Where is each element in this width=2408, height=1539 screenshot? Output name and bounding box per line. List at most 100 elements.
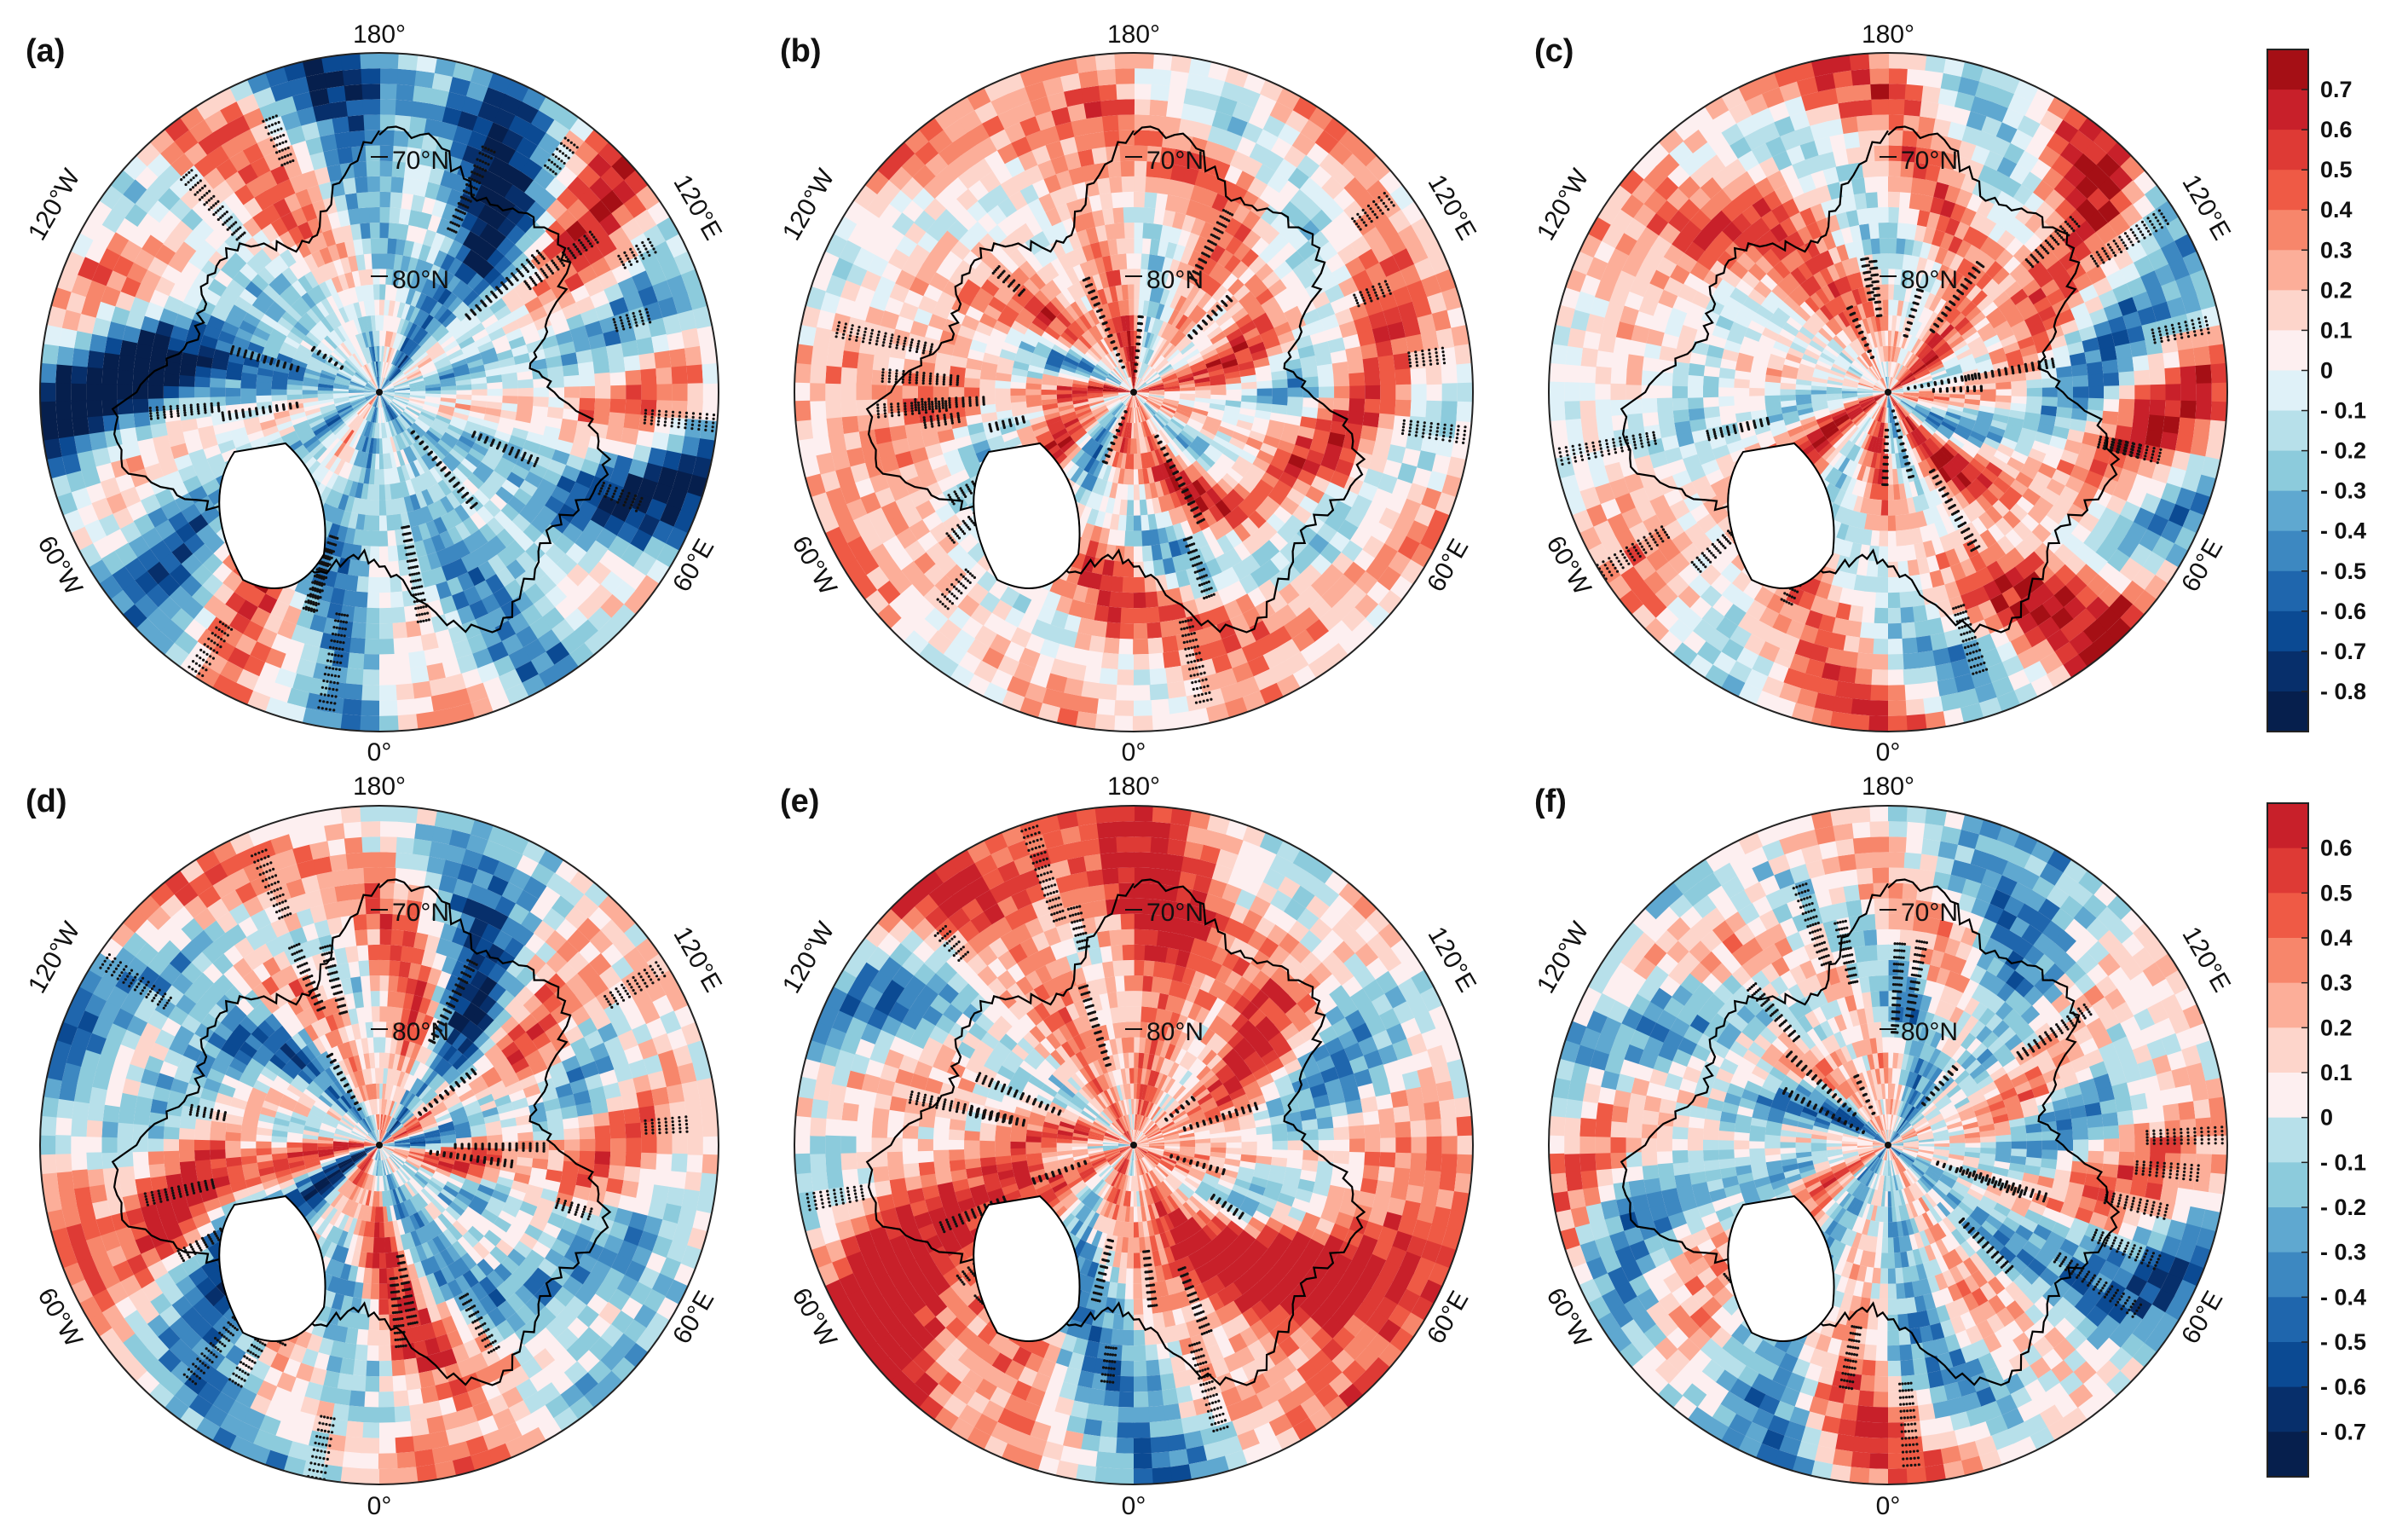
colorbar-tick-label: 0.5 [2320,157,2353,182]
colorbar-swatch [2267,290,2308,331]
map-border [39,52,719,732]
colorbar-swatch [2267,1117,2308,1163]
colorbar-top: 0.7 0.6 0.5 0.4 0.3 0.2 0.1 0 - 0.1 - 0.2 - 0.3 - 0… [2267,49,2366,732]
colorbar-swatch [2267,410,2308,452]
coastline [865,878,1366,1386]
coastline [111,125,612,634]
colorbar-tick-label: - 0.4 [2320,518,2366,544]
panel-label-c: (c) [1534,33,1574,69]
north-pole-marker [376,1142,383,1148]
lon-label-bottom-b: 0° [1122,738,1146,767]
lon-label-top-a: 180° [353,20,406,49]
colorbar-tick-label: - 0.6 [2320,599,2366,624]
colorbar-tick-label: 0.6 [2320,836,2353,861]
lat-label-70-d: 70°N [392,899,449,927]
lat-label-70-a: 70°N [392,147,449,175]
colorbar-tick-label: - 0.1 [2320,398,2366,424]
polar-map-a [39,52,719,732]
colorbar-swatch [2267,651,2308,692]
lon-label-upper-left-a: 120°W [23,164,86,245]
lat-label-70-f: 70°N [1901,899,1958,927]
coastline [111,878,612,1386]
colorbar-tick-label: 0.1 [2320,1060,2353,1085]
map-border [1548,805,2228,1485]
anomaly-field [40,53,719,732]
colorbar-swatch [2267,130,2308,171]
north-pole-marker [1885,389,1891,396]
colorbar-tick-label: - 0.3 [2320,478,2366,504]
panel-label-e: (e) [780,784,819,819]
panel-f: (f) 180° 0° 120°W 60°W 120°E 60°E 70°N 8… [1532,772,2236,1520]
colorbar-swatch [2267,848,2308,894]
colorbar-tick-label: - 0.3 [2320,1240,2366,1265]
colorbar-swatch [2267,370,2308,412]
colorbar-tick-label: 0.4 [2320,197,2353,223]
colorbar-swatch [2267,1207,2308,1253]
map-border [39,805,719,1485]
colorbar-swatch [2267,982,2308,1028]
colorbar-swatch [2267,490,2308,532]
panel-label-b: (b) [780,33,822,69]
lat-label-70-c: 70°N [1901,147,1958,175]
polar-map-f [1548,805,2228,1485]
lat-label-80-a: 80°N [392,266,449,294]
panel-a: (a) 180° 0° 120°W 60°W 120°E 60°E 70°N 8… [23,20,727,767]
polar-map-c [1548,52,2228,732]
colorbar-tick-label: 0.3 [2320,237,2353,263]
north-pole-marker [1885,1142,1891,1148]
lon-label-upper-left-b: 120°W [777,164,840,245]
colorbar-swatch [2267,1027,2308,1073]
colorbar-swatch [2267,1252,2308,1298]
lat-label-80-e: 80°N [1146,1018,1204,1046]
panel-c: (c) 180° 0° 120°W 60°W 120°E 60°E 70°N 8… [1532,20,2236,767]
colorbar-frame [2267,802,2309,1478]
colorbar-tick-label: - 0.7 [2320,1419,2366,1444]
colorbar-swatch [2267,938,2308,984]
north-pole-marker [1130,1142,1137,1148]
coastline [1620,125,2121,634]
colorbar-swatch [2267,1297,2308,1343]
colorbar-tick-label: - 0.4 [2320,1284,2366,1310]
lat-label-70-e: 70°N [1146,899,1204,927]
panel-label-a: (a) [26,33,65,69]
panel-b: (b) 180° 0° 120°W 60°W 120°E 60°E 70°N 8… [777,20,1481,767]
panel-label-f: (f) [1534,784,1567,819]
colorbar-tick-label: - 0.2 [2320,438,2366,464]
lat-label-80-c: 80°N [1901,266,1958,294]
colorbar-swatch [2267,450,2308,492]
colorbar-swatch [2267,893,2308,939]
colorbar-tick-label: 0.7 [2320,77,2353,102]
polar-map-d [39,805,719,1485]
colorbar-tick-label: - 0.5 [2320,558,2366,584]
map-border [1548,52,2228,732]
polar-map-b [794,52,1474,732]
polar-map-e [794,805,1474,1485]
lon-label-top-d: 180° [353,772,406,801]
colorbar-tick-label: 0.2 [2320,1015,2353,1040]
panel-label-d: (d) [26,784,67,819]
lon-label-upper-left-c: 120°W [1532,164,1595,245]
colorbar-swatch [2267,170,2308,211]
colorbar-swatch [2267,1073,2308,1119]
significance-stipple [806,824,1259,1432]
lon-label-bottom-f: 0° [1876,1492,1901,1520]
colorbar-tick-label: 0.2 [2320,277,2353,303]
colorbar-swatch [2267,1386,2308,1432]
lon-label-top-c: 180° [1862,20,1914,49]
colorbar-swatch [2267,610,2308,652]
colorbar-tick-label: 0 [2320,357,2333,383]
lon-label-upper-left-f: 120°W [1532,917,1595,998]
lat-label-80-f: 80°N [1901,1018,1958,1046]
colorbar-tick-label: 0.4 [2320,925,2353,951]
map-border [794,805,1474,1485]
coastline [1620,878,2121,1386]
colorbar-swatch [2267,90,2308,130]
colorbar-swatch [2267,530,2308,572]
lon-label-top-b: 180° [1107,20,1160,49]
lon-label-bottom-d: 0° [367,1492,392,1520]
colorbar-swatch [2267,691,2308,732]
colorbar-tick-label: 0.1 [2320,317,2353,343]
colorbar-tick-label: 0 [2320,1105,2333,1131]
lat-label-70-b: 70°N [1146,147,1204,175]
